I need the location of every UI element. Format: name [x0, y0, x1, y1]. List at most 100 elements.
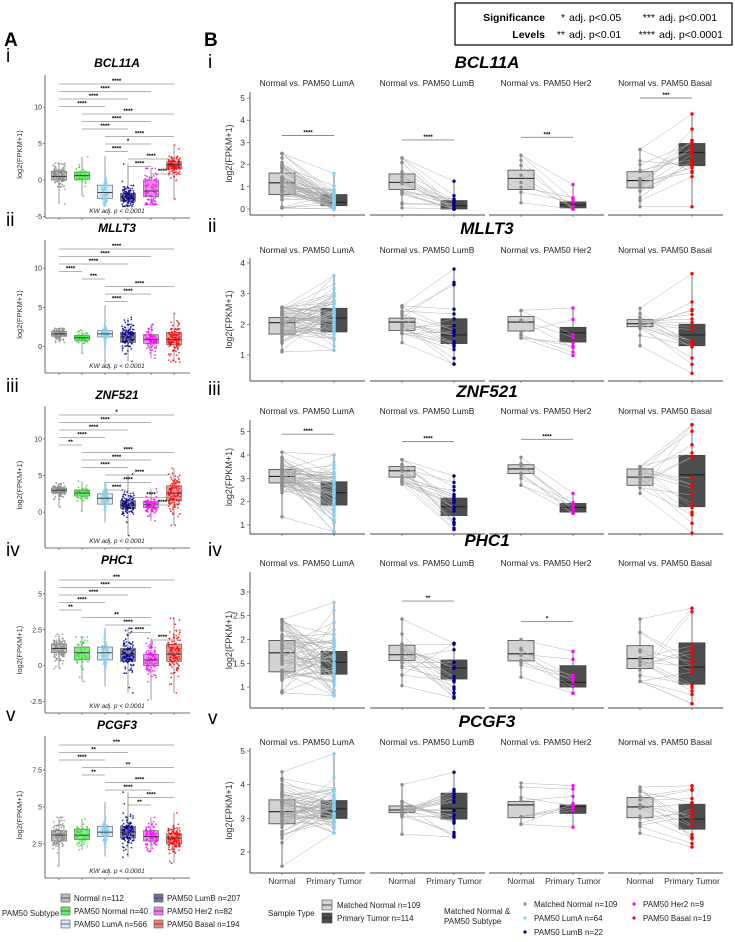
pair-line — [281, 190, 335, 207]
pair-line — [401, 643, 455, 694]
pair-line — [520, 653, 574, 660]
pair-line — [639, 607, 693, 620]
data-point — [126, 491, 129, 493]
data-point — [155, 510, 157, 513]
data-point — [571, 341, 575, 345]
data-point — [132, 193, 135, 196]
pair-line — [281, 190, 335, 210]
data-point — [173, 349, 176, 352]
data-point — [280, 482, 284, 486]
pair-line — [281, 644, 335, 676]
data-point — [168, 342, 171, 345]
pair-line — [281, 483, 335, 506]
pair-line — [281, 791, 335, 806]
pair-line — [281, 307, 335, 313]
data-point — [121, 339, 124, 342]
data-point — [170, 683, 173, 685]
data-point — [130, 323, 132, 326]
data-point — [690, 141, 694, 145]
facet: Normal vs. PAM50 Her2**** — [489, 406, 604, 536]
data-point — [127, 494, 130, 497]
data-point — [77, 496, 80, 499]
pair-line — [281, 671, 335, 693]
data-point — [63, 640, 66, 643]
data-point — [60, 653, 63, 656]
data-point — [104, 179, 107, 182]
data-point — [80, 665, 83, 668]
data-point — [178, 618, 181, 621]
data-point — [332, 460, 336, 465]
data-point — [145, 642, 148, 645]
data-point — [103, 492, 106, 495]
pair-line — [639, 321, 693, 323]
data-point — [105, 183, 108, 186]
data-point — [53, 653, 56, 656]
data-point — [129, 823, 131, 825]
data-point — [400, 665, 404, 670]
significance-label: ** — [91, 748, 96, 754]
pair-line — [520, 478, 574, 504]
x-tick-label: Primary Tumor — [426, 876, 482, 886]
data-point — [280, 332, 284, 337]
data-point — [61, 633, 64, 636]
data-point — [153, 511, 156, 514]
data-point — [168, 502, 171, 505]
data-point — [147, 680, 149, 683]
data-point — [125, 641, 128, 643]
pair-line — [639, 477, 693, 513]
data-point — [170, 648, 173, 651]
data-point — [122, 643, 125, 646]
data-point — [332, 819, 336, 823]
data-point — [84, 177, 87, 179]
data-point — [58, 498, 61, 501]
y-axis-label: log2(FPKM+1) — [224, 781, 234, 839]
data-point — [169, 649, 171, 652]
data-point — [167, 848, 170, 851]
data-point — [104, 845, 107, 848]
data-point — [129, 339, 131, 341]
data-point — [147, 645, 150, 648]
data-point — [54, 843, 57, 845]
pair-line — [520, 655, 574, 682]
significance-label: **** — [112, 455, 122, 461]
data-point — [172, 162, 175, 165]
data-point — [167, 505, 170, 507]
data-point — [62, 330, 65, 333]
pair-line — [639, 645, 693, 658]
significance-label: **** — [100, 252, 110, 258]
pair-line — [281, 198, 335, 202]
data-point — [280, 156, 284, 160]
data-point — [52, 335, 55, 337]
data-point — [57, 185, 60, 188]
data-point — [332, 474, 336, 479]
data-point — [84, 180, 86, 183]
data-point — [690, 644, 694, 648]
gene-title: BCL11A — [455, 53, 520, 72]
data-point — [83, 680, 86, 683]
pair-line — [401, 685, 455, 699]
data-point — [145, 831, 148, 834]
data-point — [332, 813, 336, 817]
data-point — [400, 673, 404, 677]
facet-title: Normal vs. PAM50 Her2 — [500, 406, 591, 416]
data-point — [519, 471, 523, 475]
data-point — [63, 341, 66, 344]
data-point — [103, 483, 106, 486]
data-point — [105, 661, 108, 664]
data-point — [123, 193, 126, 195]
data-point — [62, 825, 65, 827]
significance-label: **** — [89, 590, 99, 596]
data-point — [400, 331, 404, 335]
data-point — [690, 505, 694, 510]
data-point — [131, 654, 134, 657]
data-point — [56, 169, 59, 172]
data-point — [123, 672, 126, 675]
pair-line — [281, 672, 335, 696]
kruskal-wallis-label: KW adj. p < 0.0001 — [89, 868, 145, 875]
data-point — [171, 846, 174, 848]
pair-line — [281, 301, 335, 332]
data-point — [690, 163, 694, 168]
data-point — [55, 653, 58, 656]
data-point — [121, 331, 124, 333]
